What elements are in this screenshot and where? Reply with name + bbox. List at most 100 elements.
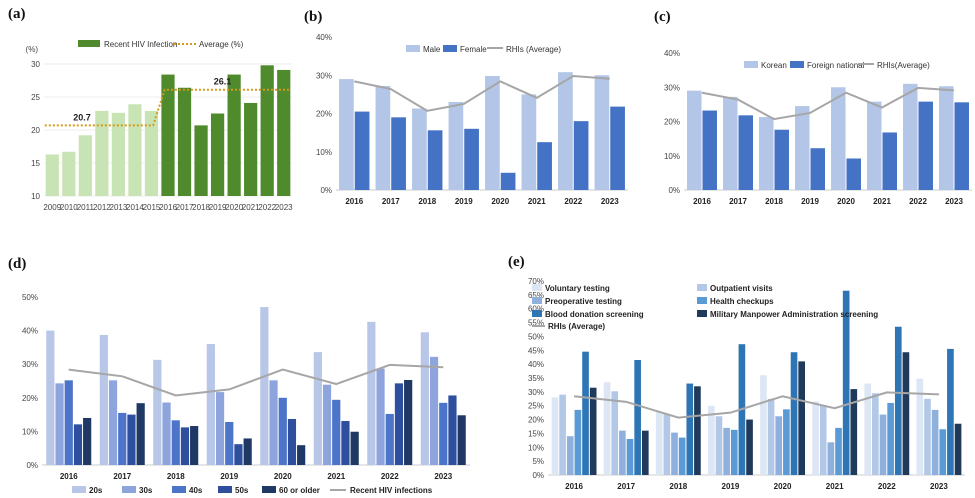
- y-tick-label: 30%: [528, 388, 544, 397]
- bar: [225, 421, 234, 465]
- y-tick-label: 30%: [664, 83, 680, 92]
- bar: [842, 290, 850, 475]
- x-tick-label: 2018: [418, 197, 436, 206]
- bar: [918, 101, 933, 190]
- x-tick-label: 2022: [564, 197, 582, 206]
- bar: [177, 87, 192, 196]
- bar: [916, 378, 924, 475]
- average-line: [701, 86, 955, 121]
- legend-swatch: [697, 297, 707, 304]
- average-line: [44, 88, 291, 127]
- bar: [427, 130, 443, 190]
- bar: [127, 414, 136, 465]
- bar: [448, 395, 457, 465]
- bar: [723, 96, 738, 190]
- x-tick-label: 2013: [110, 203, 128, 212]
- y-tick-label: 15: [31, 159, 40, 168]
- bar: [864, 383, 872, 475]
- legend-swatch: [172, 486, 186, 493]
- bar: [354, 111, 370, 190]
- legend-label: RHIs(Average): [877, 61, 930, 70]
- bar: [234, 444, 243, 465]
- x-tick-label: 2016: [345, 197, 363, 206]
- bar: [759, 117, 774, 190]
- average-label: 26.1: [214, 77, 232, 87]
- x-tick-label: 2012: [93, 203, 111, 212]
- y-tick-label: 10%: [528, 443, 544, 452]
- legend-swatch: [532, 297, 542, 304]
- bar: [500, 172, 516, 190]
- x-tick-label: 2019: [722, 482, 740, 491]
- bar: [939, 86, 954, 190]
- bar: [111, 112, 126, 196]
- y-tick-label: 70%: [528, 277, 544, 286]
- bar: [464, 128, 479, 190]
- legend-swatch: [122, 486, 136, 493]
- legend-swatch: [532, 310, 542, 317]
- bar: [206, 344, 215, 465]
- y-tick-label: 5%: [532, 457, 544, 466]
- y-tick-label: 0%: [532, 471, 544, 480]
- legend-swatch: [697, 284, 707, 291]
- legend-label: RHIs (Average): [548, 322, 605, 331]
- x-tick-label: 2020: [774, 482, 792, 491]
- bar: [260, 65, 274, 196]
- bar: [687, 90, 702, 190]
- bar: [108, 380, 118, 465]
- bar: [574, 409, 582, 475]
- legend-label: Average (%): [199, 40, 244, 49]
- bar: [708, 405, 715, 475]
- legend-label: 20s: [89, 486, 103, 495]
- bar: [746, 419, 753, 475]
- bar: [867, 101, 882, 190]
- x-tick-label: 2016: [565, 482, 583, 491]
- y-tick-label: 20%: [22, 394, 38, 403]
- x-tick-label: 2022: [909, 197, 927, 206]
- x-tick-label: 2019: [801, 197, 819, 206]
- bar: [118, 412, 127, 465]
- x-tick-label: 2018: [192, 203, 210, 212]
- x-tick-label: 2018: [669, 482, 687, 491]
- bar: [594, 75, 610, 190]
- bar: [730, 429, 738, 475]
- bar: [931, 409, 939, 475]
- bar: [655, 411, 663, 475]
- legend-label: Military Manpower Administration screeni…: [710, 310, 878, 319]
- bar: [385, 413, 394, 465]
- y-tick-label: 35%: [528, 374, 544, 383]
- bar: [278, 397, 287, 465]
- bar: [55, 383, 64, 465]
- x-tick-label: 2014: [126, 203, 144, 212]
- bar: [924, 398, 931, 475]
- bar: [297, 445, 306, 465]
- x-tick-label: 2018: [765, 197, 783, 206]
- bar: [404, 379, 413, 465]
- x-tick-label: 2023: [945, 197, 963, 206]
- bar: [678, 437, 686, 475]
- x-tick-label: 2019: [220, 472, 238, 481]
- x-tick-label: 2011: [77, 203, 95, 212]
- x-tick-label: 2022: [258, 203, 276, 212]
- bar: [810, 148, 825, 190]
- x-tick-label: 2017: [113, 472, 131, 481]
- bar: [73, 424, 83, 465]
- bar: [610, 106, 625, 190]
- bar: [78, 135, 92, 196]
- bar: [83, 417, 92, 465]
- y-tick-label: 55%: [528, 319, 544, 328]
- legend-label: Voluntary testing: [545, 284, 610, 293]
- bar: [46, 330, 55, 465]
- bar: [391, 117, 406, 190]
- legend-swatch: [443, 45, 457, 52]
- bar: [566, 436, 574, 475]
- x-tick-label: 2023: [275, 203, 293, 212]
- legend-label: Female: [460, 45, 487, 54]
- bar: [882, 132, 897, 190]
- bar: [375, 85, 391, 190]
- bar: [694, 386, 701, 475]
- bar: [180, 427, 190, 465]
- bar: [723, 427, 730, 475]
- bar: [485, 76, 500, 190]
- legend-label: Korean: [761, 61, 787, 70]
- average-line: [68, 363, 444, 397]
